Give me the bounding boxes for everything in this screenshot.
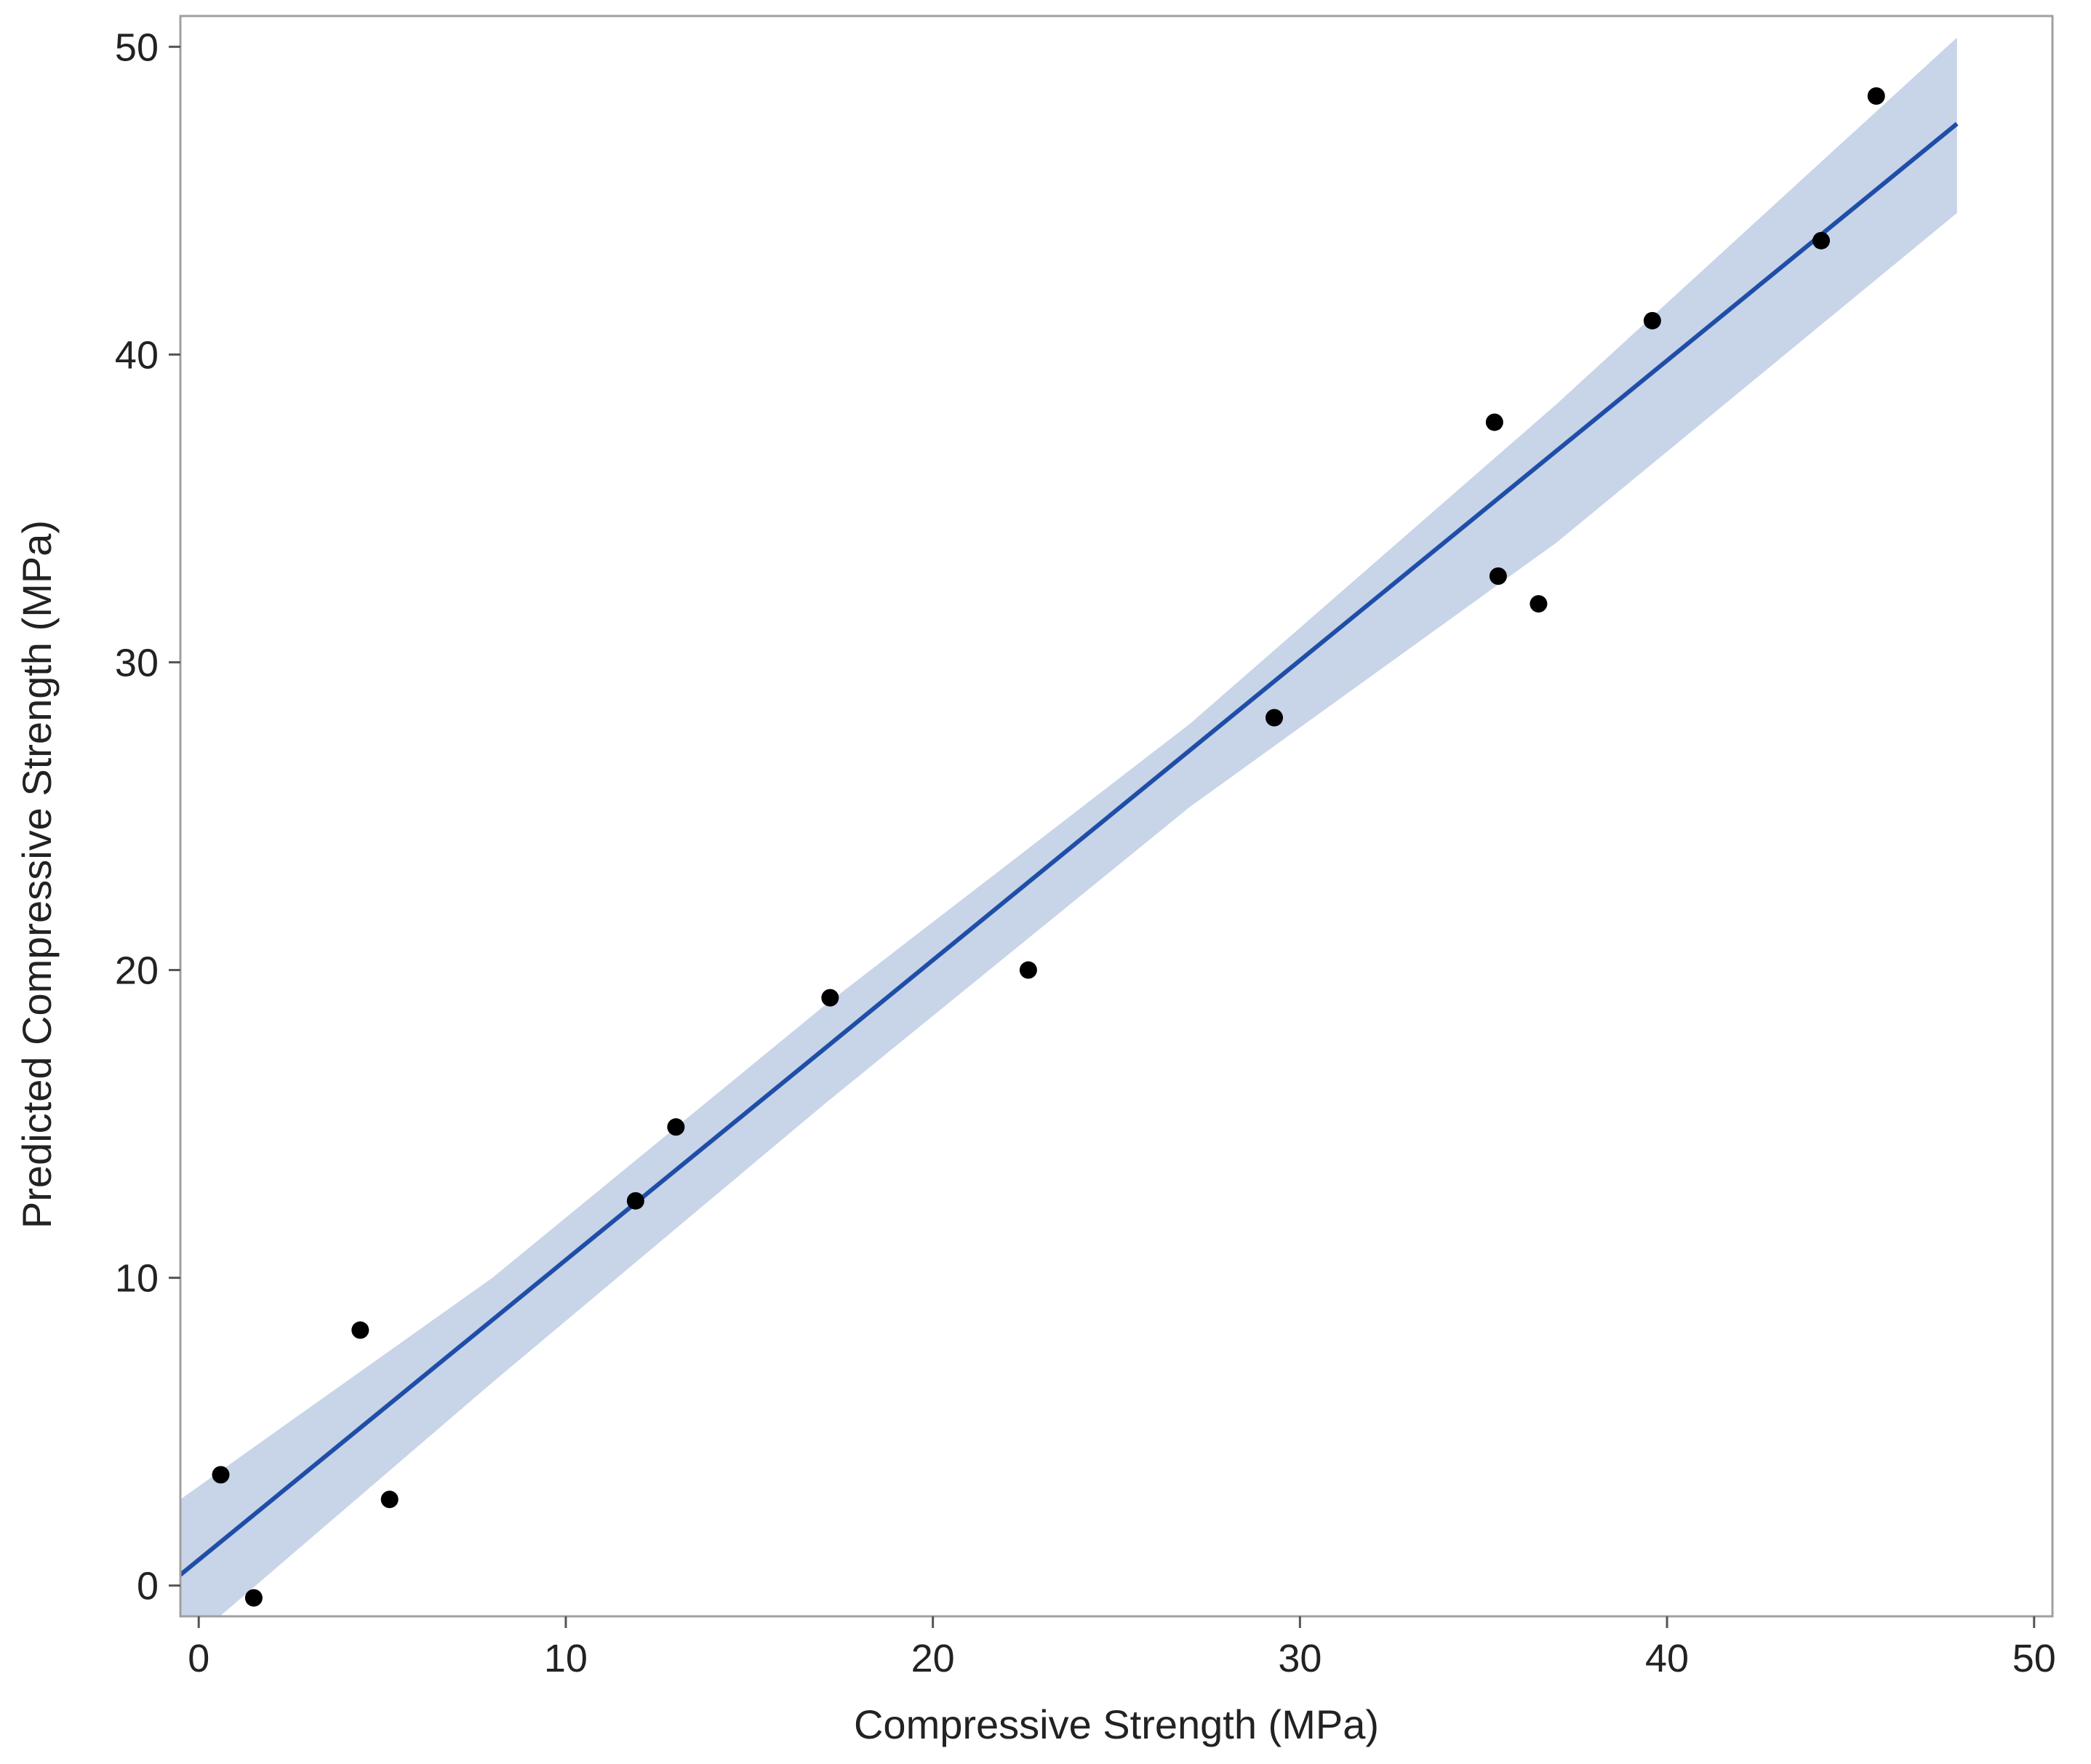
x-axis-title: Compressive Strength (MPa)	[854, 1701, 1379, 1747]
x-tick-label: 10	[544, 1637, 588, 1680]
x-tick-label: 50	[2012, 1637, 2056, 1680]
y-tick-label: 30	[115, 641, 159, 685]
data-point	[1867, 87, 1885, 105]
data-point	[1812, 231, 1831, 250]
x-tick-label: 20	[911, 1637, 955, 1680]
data-point	[1530, 595, 1548, 613]
data-point	[351, 1321, 369, 1339]
confidence-band-layer	[180, 37, 1957, 1616]
data-point	[212, 1466, 230, 1484]
data-points-layer	[212, 87, 1885, 1607]
y-tick-label: 20	[115, 949, 159, 993]
data-point	[380, 1490, 399, 1509]
data-point	[1489, 567, 1507, 585]
y-tick-label: 40	[115, 333, 159, 377]
y-tick-label: 0	[137, 1565, 159, 1608]
x-tick-label: 0	[188, 1637, 209, 1680]
data-point	[1485, 413, 1503, 431]
data-point	[821, 989, 839, 1007]
data-point	[244, 1589, 263, 1607]
y-tick-label: 10	[115, 1257, 159, 1301]
data-point	[667, 1118, 685, 1136]
x-axis: 0 10 20 30 40 50	[188, 1616, 2056, 1680]
data-point	[1266, 709, 1284, 727]
data-point	[1019, 961, 1037, 979]
plot-frame	[179, 15, 2054, 1618]
confidence-band	[180, 37, 1957, 1616]
data-point	[626, 1192, 644, 1210]
fit-line	[180, 121, 1959, 1577]
y-tick-label: 50	[115, 25, 159, 69]
fit-line-layer	[180, 121, 1959, 1577]
x-tick-label: 30	[1278, 1637, 1322, 1680]
data-point	[1643, 311, 1661, 330]
y-axis-title: Predicted Compressive Strength (MPa)	[14, 520, 60, 1229]
x-tick-label: 40	[1645, 1637, 1689, 1680]
y-axis: 0 10 20 30 40 50	[115, 25, 180, 1608]
